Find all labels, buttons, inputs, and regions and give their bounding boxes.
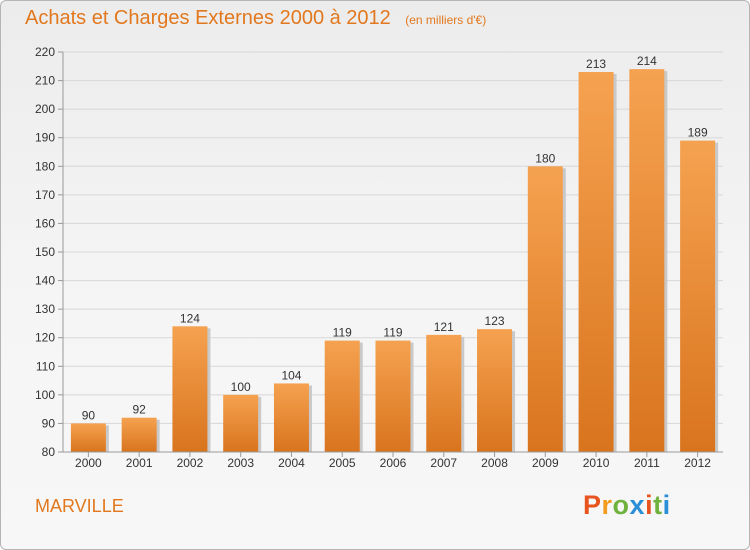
- data-label: 214: [637, 54, 657, 68]
- logo-letter: i: [645, 490, 654, 520]
- bar: [223, 394, 259, 452]
- y-tick-label: 120: [35, 331, 55, 345]
- y-tick-label: 140: [35, 274, 55, 288]
- x-tick-label: 2001: [126, 456, 153, 470]
- data-label: 119: [333, 326, 352, 340]
- y-tick-label: 220: [35, 45, 55, 59]
- chart-subtitle: (en milliers d'€): [405, 13, 487, 27]
- x-tick-label: 2002: [177, 456, 204, 470]
- bar: [273, 383, 309, 452]
- bar: [527, 166, 563, 453]
- data-label: 119: [383, 326, 402, 340]
- x-tick-label: 2000: [75, 456, 102, 470]
- logo-letter: t: [653, 490, 663, 520]
- bars: [70, 69, 719, 453]
- bar: [121, 417, 157, 452]
- x-tick-label: 2003: [227, 456, 254, 470]
- x-tick-label: 2008: [481, 456, 508, 470]
- bar: [172, 326, 208, 452]
- bar: [680, 140, 716, 453]
- x-axis: 2000 2001 2002 2003 2004 2005 2006 2007 2008 2009…: [63, 451, 723, 470]
- logo-letter: x: [629, 490, 646, 520]
- bar: [375, 340, 411, 452]
- bar: [578, 72, 614, 452]
- x-tick-label: 2009: [532, 456, 559, 470]
- data-label: 189: [688, 126, 708, 140]
- y-tick-label: 210: [35, 74, 55, 88]
- y-tick-label: 150: [35, 245, 55, 259]
- y-tick-label: 90: [42, 416, 56, 430]
- x-tick-label: 2007: [430, 456, 457, 470]
- logo-letter: P: [583, 490, 602, 520]
- place-name: MARVILLE: [35, 496, 124, 516]
- x-tick-label: 2005: [329, 456, 356, 470]
- x-tick-label: 2006: [380, 456, 407, 470]
- proxiti-logo: Proxiti: [583, 490, 671, 521]
- bar: [70, 423, 106, 452]
- data-label: 90: [82, 408, 96, 422]
- data-label: 92: [132, 403, 146, 417]
- data-label: 104: [281, 368, 301, 382]
- y-tick-label: 170: [35, 188, 55, 202]
- logo-letter: r: [601, 490, 613, 520]
- logo-letter: i: [662, 490, 671, 520]
- y-tick-label: 190: [35, 131, 55, 145]
- data-label: 124: [180, 311, 200, 325]
- y-tick-label: 160: [35, 216, 55, 230]
- data-label: 213: [586, 57, 606, 71]
- y-tick-label: 130: [35, 302, 55, 316]
- bar: [426, 334, 462, 452]
- data-label: 121: [434, 320, 454, 334]
- y-tick-label: 200: [35, 102, 55, 116]
- logo-letter: o: [612, 490, 630, 520]
- bar: [324, 340, 360, 452]
- x-tick-label: 2012: [684, 456, 711, 470]
- y-tick-label: 80: [42, 445, 56, 459]
- x-tick-label: 2011: [634, 456, 660, 470]
- x-tick-label: 2010: [583, 456, 610, 470]
- y-tick-label: 100: [35, 388, 55, 402]
- y-tick-label: 180: [35, 159, 55, 173]
- title-row: Achats et Charges Externes 2000 à 2012 (…: [25, 7, 486, 30]
- data-label: 100: [231, 380, 251, 394]
- chart-title: Achats et Charges Externes 2000 à 2012: [25, 7, 391, 29]
- x-tick-label: 2004: [278, 456, 305, 470]
- y-axis: 80 90 100 110 120 130 140 150 160 170 180 190 200 210…: [35, 45, 64, 459]
- data-label: 123: [485, 314, 505, 328]
- data-label: 180: [535, 151, 555, 165]
- data-labels: 90 92 124 100 104 119 119 121 123 180 213 214 189: [82, 54, 708, 422]
- bar: [629, 69, 665, 453]
- y-tick-label: 110: [36, 359, 55, 373]
- bar: [477, 329, 513, 452]
